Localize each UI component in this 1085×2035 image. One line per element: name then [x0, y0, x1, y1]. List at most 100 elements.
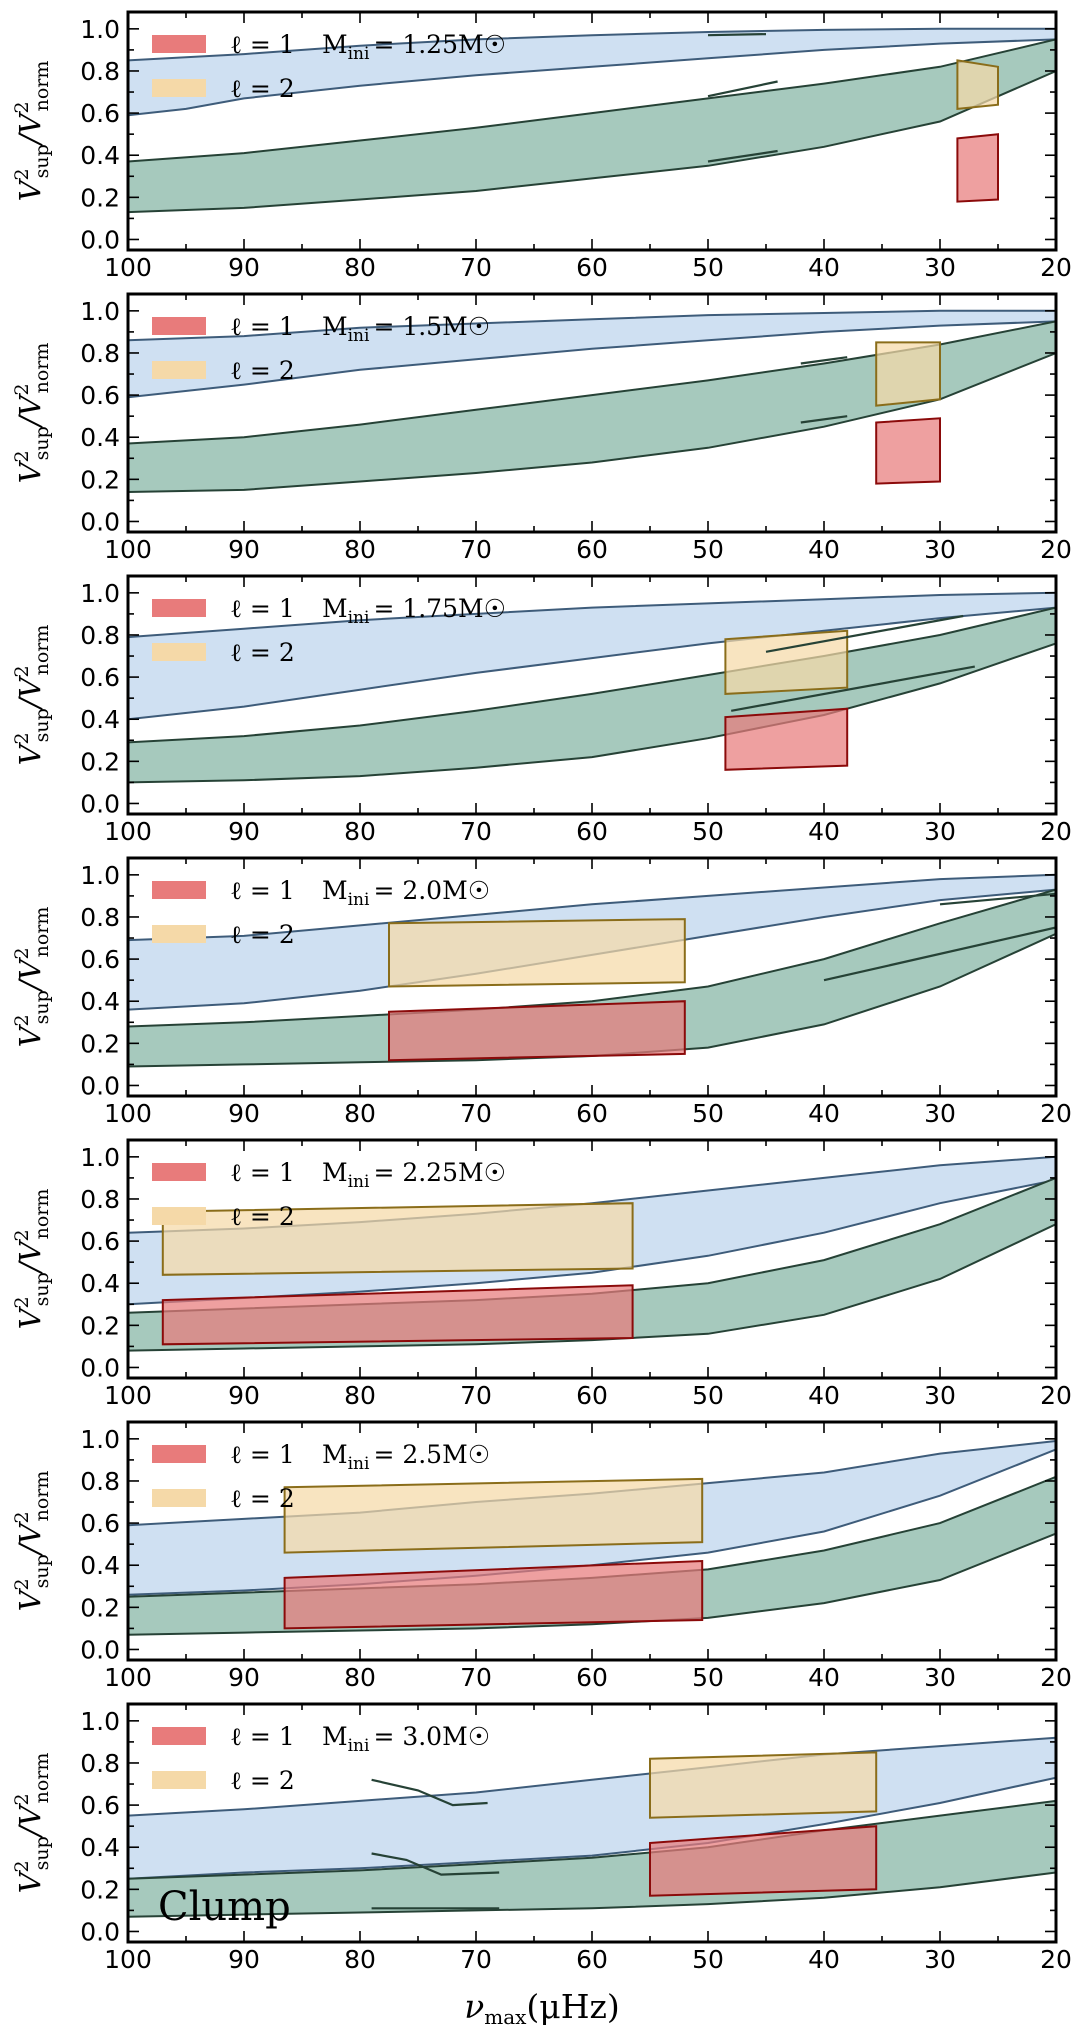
y-tick-label: 1.0	[80, 1707, 120, 1736]
legend-l2-swatch	[152, 79, 206, 97]
panel-3: 100 90 80 70 60 50 40 30 200.00.20.40.60.81.0V2s…	[11, 574, 1072, 846]
y-tick-label: 0.6	[80, 381, 120, 410]
y-axis-label: V2sup/V2norm	[11, 343, 53, 484]
x-axis-label: νmax(μHz)	[464, 1987, 620, 2029]
legend-l1-label: ℓ = 1	[230, 1722, 295, 1751]
green-band-fill	[128, 889, 1056, 1067]
x-tick-label: 80	[344, 817, 376, 846]
legend: ℓ = 1 ℓ = 2 Mini = 2.25M☉	[152, 1158, 506, 1231]
y-tick-label: 0.4	[80, 1551, 120, 1580]
mass-prefix: M	[322, 1722, 348, 1751]
y-axis-label: V2sup/V2norm	[11, 1471, 53, 1612]
x-tick-label: 20	[1040, 535, 1072, 564]
y-tick-label: 0.2	[80, 747, 120, 776]
x-tick-label: 30	[924, 1663, 956, 1692]
legend: ℓ = 1 ℓ = 2 Mini = 3.0M☉	[152, 1722, 490, 1795]
legend-l2-label: ℓ = 2	[230, 1484, 295, 1513]
y-tick-label: 0.2	[80, 183, 120, 212]
x-tick-label: 70	[460, 1945, 492, 1974]
x-tick-label: 50	[692, 1945, 724, 1974]
y-tick-label: 0.8	[80, 621, 120, 650]
x-tick-label: 60	[576, 535, 608, 564]
x-tick-label: 50	[692, 817, 724, 846]
y-label-power-2: 2	[11, 665, 33, 677]
track-line-2	[765, 614, 964, 653]
y-tick-label: 0.4	[80, 705, 120, 734]
x-tick-label: 100	[104, 535, 152, 564]
plot-area	[128, 591, 1056, 784]
y-tick-label: 0.8	[80, 1185, 120, 1214]
mass-prefix: M	[322, 876, 348, 905]
blue-band-upper-line	[128, 873, 1056, 942]
y-label-power-2: 2	[11, 1793, 33, 1805]
x-tick-label: 80	[344, 535, 376, 564]
l1-mode-region	[724, 707, 849, 771]
y-label-power: 2	[11, 1860, 33, 1872]
y-axis-label: V2sup/V2norm	[11, 625, 53, 766]
y-label-slash: /	[13, 1823, 47, 1839]
l1-mode-region	[649, 1825, 878, 1897]
y-tick-label: 0.2	[80, 1029, 120, 1058]
legend-l2-label: ℓ = 2	[230, 1202, 295, 1231]
legend-l1-swatch	[152, 881, 206, 899]
y-tick-label: 0.4	[80, 987, 120, 1016]
track-line-1	[823, 926, 1056, 982]
y-tick-label: 1.0	[80, 15, 120, 44]
plot-area	[128, 1736, 1056, 1918]
y-tick-label: 0.6	[80, 1791, 120, 1820]
track-line-1	[371, 1778, 488, 1807]
x-tick-label: 30	[924, 535, 956, 564]
x-tick-label: 80	[344, 1381, 376, 1410]
y-tick-label: 0.6	[80, 663, 120, 692]
y-label-slash: /	[13, 131, 47, 147]
legend-l1-label: ℓ = 1	[230, 876, 295, 905]
l1-mode-region	[875, 417, 941, 485]
y-label-slash: /	[13, 1541, 47, 1557]
y-tick-label: 1.0	[80, 297, 120, 326]
green-band-fill	[128, 39, 1056, 213]
blue-band-lower-line	[128, 606, 1056, 721]
y-tick-label: 0.8	[80, 57, 120, 86]
mass-label: Mini = 1.75M☉	[322, 594, 506, 628]
plot-area	[128, 309, 1056, 493]
x-tick-label: 70	[460, 1663, 492, 1692]
x-tick-label: 70	[460, 535, 492, 564]
panel-5: 100 90 80 70 60 50 40 30 200.00.20.40.60.81.0V2s…	[11, 1138, 1072, 1410]
legend-l2-swatch	[152, 925, 206, 943]
x-tick-label: 20	[1040, 253, 1072, 282]
y-label-base: V	[13, 1305, 47, 1329]
legend-l2-swatch	[152, 643, 206, 661]
y-label-norm: norm	[31, 1189, 53, 1240]
track-line-3	[707, 149, 778, 163]
plot-area	[128, 1440, 1056, 1636]
x-tick-label: 100	[104, 1663, 152, 1692]
l1-mode-region	[388, 1000, 686, 1062]
mass-label: Mini = 2.0M☉	[322, 876, 490, 910]
y-label-power: 2	[11, 168, 33, 180]
legend-l2-label: ℓ = 2	[230, 74, 295, 103]
l2-mode-region	[649, 1751, 878, 1819]
x-tick-label: 100	[104, 1945, 152, 1974]
y-tick-label: 0.2	[80, 1875, 120, 1904]
legend-l1-label: ℓ = 1	[230, 312, 295, 341]
l1-mode-region	[161, 1284, 634, 1346]
legend-l1-swatch	[152, 1727, 206, 1745]
y-tick-label: 0.2	[80, 1593, 120, 1622]
track-line-1	[800, 356, 848, 365]
y-tick-label: 0.0	[80, 507, 120, 536]
y-label-slash: /	[13, 1259, 47, 1275]
track-line-2	[707, 80, 778, 98]
y-label-norm: norm	[31, 1471, 53, 1522]
green-band-upper-line	[128, 888, 1056, 1028]
x-tick-label: 40	[808, 1381, 840, 1410]
x-tick-label: 40	[808, 1945, 840, 1974]
legend-l1-label: ℓ = 1	[230, 1440, 295, 1469]
mass-value: = 2.5M☉	[373, 1440, 490, 1469]
y-tick-label: 0.4	[80, 1833, 120, 1862]
y-label-base-2: V	[13, 1802, 47, 1826]
x-tick-label: 100	[104, 1099, 152, 1128]
x-tick-label: 50	[692, 1099, 724, 1128]
y-tick-label: 0.0	[80, 1353, 120, 1382]
clump-annotation: Clump	[158, 1884, 291, 1930]
y-label-power-2: 2	[11, 1229, 33, 1241]
